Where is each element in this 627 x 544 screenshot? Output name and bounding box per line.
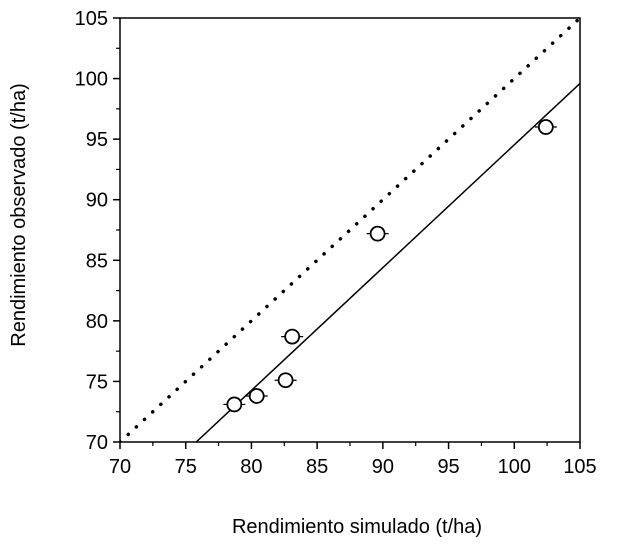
data-point (281, 328, 304, 345)
x-tick-label: 90 (372, 456, 394, 478)
data-point (245, 388, 268, 404)
x-tick-label: 95 (437, 456, 459, 478)
y-axis-title: Rendimiento observado (t/ha) (8, 83, 30, 346)
point-marker (284, 328, 301, 345)
point-marker (537, 119, 554, 135)
point-marker (277, 372, 294, 389)
lines-layer (120, 18, 580, 442)
y-tick-label: 90 (86, 190, 108, 212)
point-marker (248, 388, 265, 404)
y-tick-label: 75 (86, 371, 108, 393)
y-tick-label: 105 (75, 8, 108, 30)
ticks-layer: 70 75 80 85 90 95 100 105 70 75 80 85 90 95 100 105 (75, 8, 597, 478)
y-tick-label: 70 (86, 432, 108, 454)
data-point (223, 396, 246, 413)
y-tick-label: 85 (86, 250, 108, 272)
x-tick-label: 70 (109, 456, 131, 478)
x-tick-label: 80 (240, 456, 262, 478)
regression-line (195, 82, 580, 442)
x-tick-label: 85 (306, 456, 328, 478)
x-axis-title: Rendimiento simulado (t/ha) (232, 516, 482, 538)
point-marker (369, 225, 386, 242)
one-to-one-line (120, 18, 580, 442)
y-tick-label: 100 (75, 69, 108, 91)
data-point (366, 225, 389, 242)
point-marker (226, 396, 243, 413)
x-tick-label: 100 (498, 456, 531, 478)
points-layer (223, 119, 557, 413)
x-tick-label: 75 (175, 456, 197, 478)
data-point (534, 119, 557, 135)
data-point (274, 372, 297, 389)
y-tick-label: 80 (86, 311, 108, 333)
x-tick-label: 105 (563, 456, 596, 478)
y-tick-label: 95 (86, 129, 108, 151)
